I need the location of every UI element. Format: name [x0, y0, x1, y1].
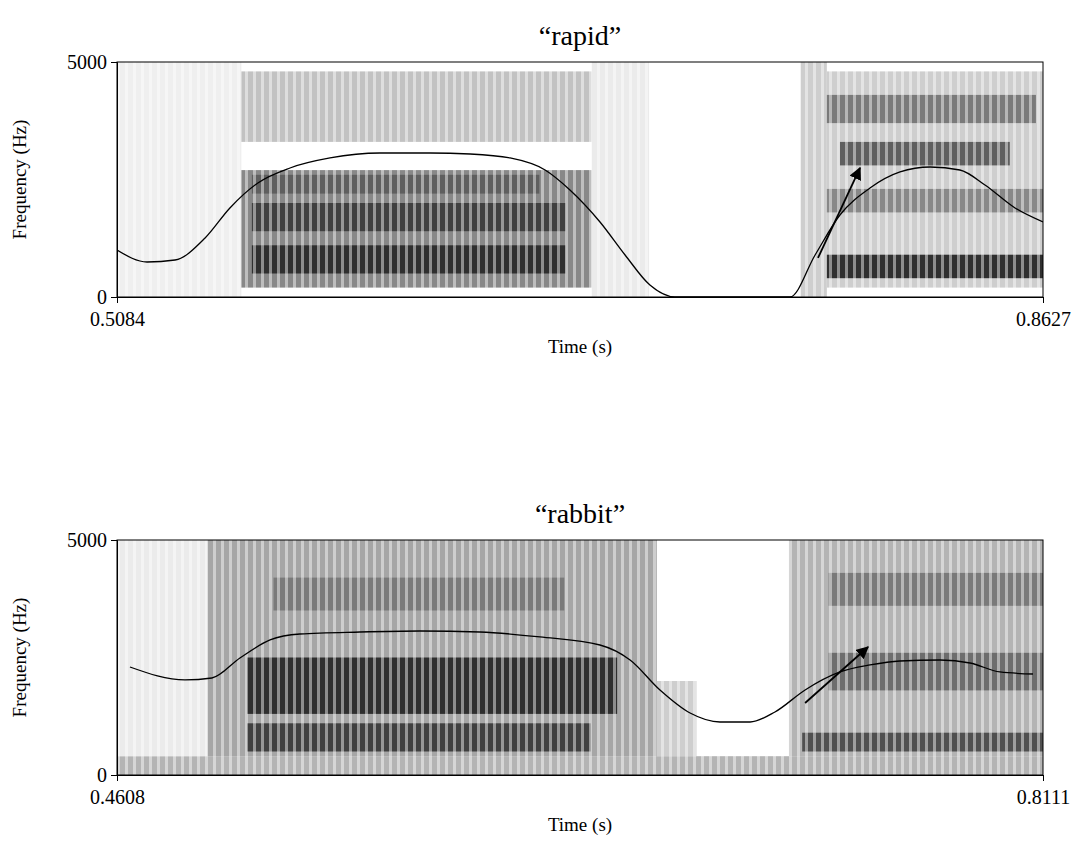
striation [117, 540, 1043, 775]
plot-area [117, 540, 1043, 775]
chart-title: “rapid” [539, 20, 621, 51]
tick-label: 0 [97, 286, 107, 308]
axis-line [111, 541, 118, 776]
axis-line [118, 298, 1044, 304]
tick-mark [111, 62, 117, 63]
x-axis-title: Time (s) [548, 336, 612, 358]
y-axis: 0 5000 [67, 529, 118, 786]
y-axis-title: Frequency (Hz) [9, 120, 31, 240]
formant-track [130, 631, 1033, 722]
tick-label: 0 [97, 764, 107, 786]
panel: 0.4608 0.8111 0 5000 “rabbit” Time (s) Frequen… [9, 498, 1070, 836]
tick-label: 5000 [67, 51, 107, 73]
tick: 0 [97, 286, 117, 308]
plot-frame [117, 62, 1043, 297]
striation [117, 62, 1043, 297]
tick: 0.8627 [1016, 297, 1071, 330]
axis-line [118, 776, 1044, 782]
plot-frame [117, 540, 1043, 775]
tick-label: 0.8111 [1017, 786, 1071, 808]
formant-track [117, 153, 1043, 297]
chart-title: “rabbit” [535, 498, 625, 529]
y-axis: 0 5000 [67, 51, 118, 308]
tick: 5000 [67, 51, 117, 73]
tick-label: 0.8627 [1016, 308, 1071, 330]
tick-mark [111, 775, 117, 776]
tick-label: 0.5084 [90, 308, 145, 330]
tick-mark [1043, 775, 1044, 781]
panel: 0.5084 0.8627 0 5000 “rapid” Time (s) Frequenc… [9, 20, 1071, 358]
y-axis-title: Frequency (Hz) [9, 598, 31, 718]
x-axis-title: Time (s) [548, 814, 612, 836]
tick: 0 [97, 764, 117, 786]
tick-mark [111, 540, 117, 541]
tick: 5000 [67, 529, 117, 551]
tick: 0.8111 [1017, 775, 1071, 808]
tick-label: 5000 [67, 529, 107, 551]
x-axis: 0.5084 0.8627 [90, 297, 1071, 330]
tick-label: 0.4608 [90, 786, 145, 808]
arrow [818, 168, 860, 258]
axis-line [111, 63, 118, 298]
figure: 0.5084 0.8627 0 5000 “rapid” Time (s) Frequenc… [0, 0, 1083, 846]
x-axis: 0.4608 0.8111 [90, 775, 1070, 808]
arrow [805, 647, 868, 703]
tick-mark [111, 297, 117, 298]
tick-mark [1043, 297, 1044, 303]
plot-area [117, 62, 1043, 297]
